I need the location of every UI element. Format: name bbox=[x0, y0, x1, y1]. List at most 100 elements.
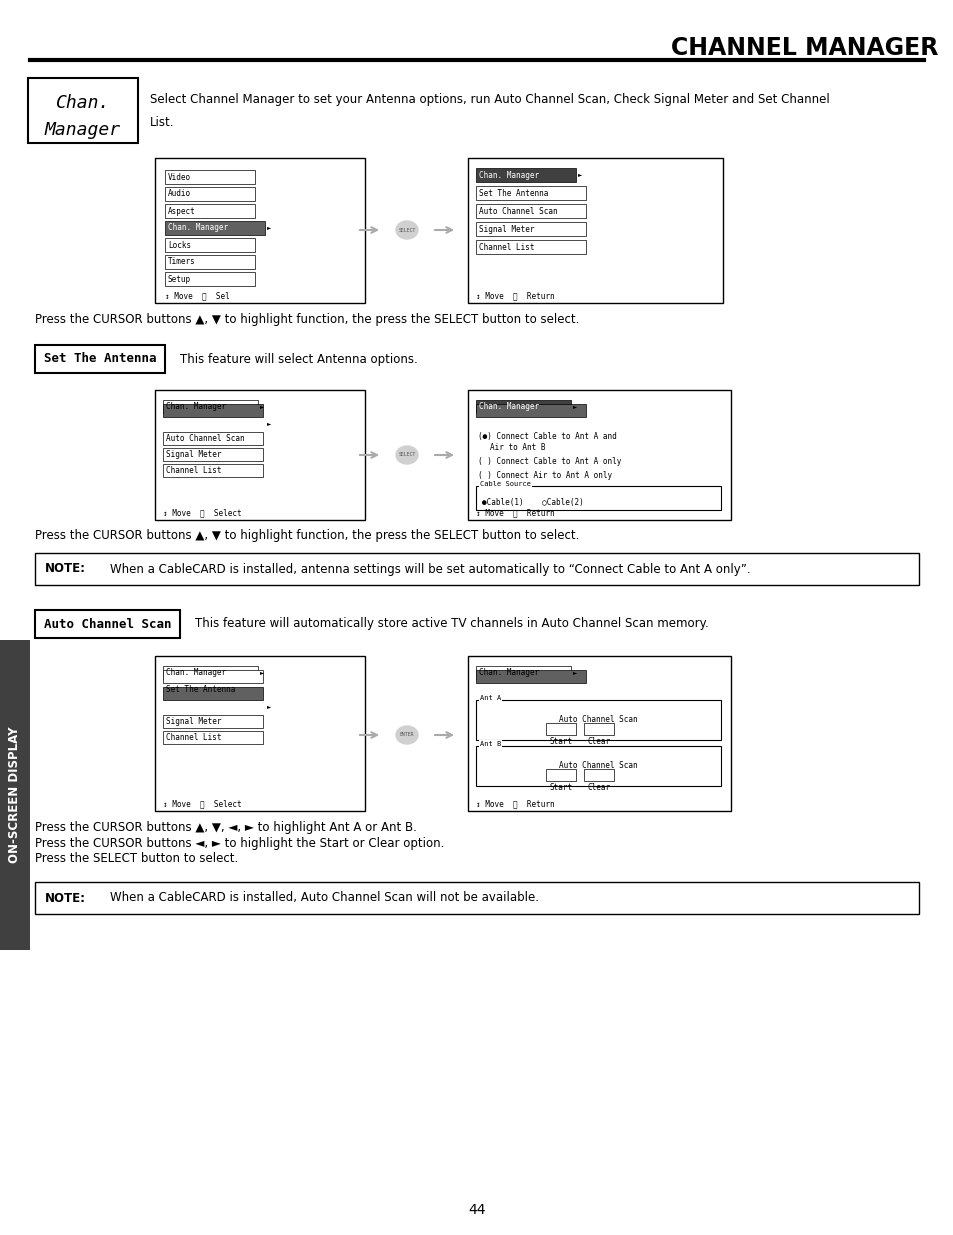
Text: Chan. Manager: Chan. Manager bbox=[168, 224, 228, 232]
Bar bbox=[476, 746, 720, 785]
Ellipse shape bbox=[395, 726, 417, 743]
Text: List.: List. bbox=[150, 116, 174, 128]
Bar bbox=[165, 238, 254, 252]
Text: Channel List: Channel List bbox=[166, 734, 221, 742]
Bar bbox=[0, 640, 30, 950]
Bar bbox=[545, 769, 576, 781]
Ellipse shape bbox=[395, 446, 417, 464]
Text: Set The Antenna: Set The Antenna bbox=[166, 419, 235, 429]
Bar bbox=[165, 221, 265, 235]
Text: ENTER: ENTER bbox=[399, 732, 414, 737]
Bar bbox=[163, 666, 257, 679]
Bar bbox=[476, 671, 585, 683]
Bar bbox=[476, 400, 571, 412]
Text: Auto Channel Scan: Auto Channel Scan bbox=[478, 206, 558, 215]
Text: Aspect: Aspect bbox=[168, 206, 195, 215]
Text: CHANNEL MANAGER: CHANNEL MANAGER bbox=[670, 36, 937, 61]
Text: Set The Antenna: Set The Antenna bbox=[44, 352, 156, 366]
Bar bbox=[163, 464, 263, 477]
Text: NOTE:: NOTE: bbox=[45, 892, 86, 904]
Bar bbox=[583, 722, 614, 735]
Text: ►: ► bbox=[267, 704, 271, 709]
Bar bbox=[163, 687, 263, 700]
Text: Chan. Manager: Chan. Manager bbox=[478, 668, 538, 677]
Text: ►: ► bbox=[260, 671, 264, 676]
Bar bbox=[476, 487, 720, 510]
Text: Channel List: Channel List bbox=[166, 466, 221, 475]
Bar bbox=[476, 240, 585, 254]
Text: Locks: Locks bbox=[168, 241, 191, 249]
Bar bbox=[163, 731, 263, 743]
Text: Auto Channel Scan: Auto Channel Scan bbox=[558, 715, 638, 725]
Text: ►: ► bbox=[573, 404, 577, 409]
Text: ●Cable(1)    ○Cable(2): ●Cable(1) ○Cable(2) bbox=[481, 498, 583, 506]
Text: Cable Source: Cable Source bbox=[479, 480, 531, 487]
Text: ↕ Move  Ⓢ  Sel: ↕ Move Ⓢ Sel bbox=[165, 291, 230, 300]
Text: Press the SELECT button to select.: Press the SELECT button to select. bbox=[35, 852, 238, 866]
Text: ( ) Connect Cable to Ant A only: ( ) Connect Cable to Ant A only bbox=[477, 457, 620, 467]
Bar bbox=[468, 656, 730, 811]
Text: ►: ► bbox=[260, 404, 264, 409]
Text: Air to Ant B: Air to Ant B bbox=[490, 443, 545, 452]
Text: ↕ Move  Ⓢ  Return: ↕ Move Ⓢ Return bbox=[476, 509, 554, 517]
Bar bbox=[28, 78, 138, 143]
Text: Set The Antenna: Set The Antenna bbox=[166, 685, 235, 694]
Text: ↕ Move  Ⓢ  Return: ↕ Move Ⓢ Return bbox=[476, 291, 554, 300]
Text: Auto Channel Scan: Auto Channel Scan bbox=[166, 701, 244, 711]
Bar bbox=[163, 671, 263, 683]
Text: Timers: Timers bbox=[168, 258, 195, 267]
Bar bbox=[35, 345, 165, 373]
Bar bbox=[154, 390, 365, 520]
Text: (●) Connect Cable to Ant A and: (●) Connect Cable to Ant A and bbox=[477, 431, 616, 441]
Bar bbox=[163, 448, 263, 461]
Bar bbox=[154, 656, 365, 811]
Text: ( ) Connect Air to Ant A only: ( ) Connect Air to Ant A only bbox=[477, 472, 612, 480]
Text: Press the CURSOR buttons ▲, ▼ to highlight function, the press the SELECT button: Press the CURSOR buttons ▲, ▼ to highlig… bbox=[35, 314, 578, 326]
Text: Signal Meter: Signal Meter bbox=[478, 225, 534, 233]
Bar bbox=[476, 204, 585, 219]
Text: Press the CURSOR buttons ▲, ▼ to highlight function, the press the SELECT button: Press the CURSOR buttons ▲, ▼ to highlig… bbox=[35, 529, 578, 541]
Text: Select Channel Manager to set your Antenna options, run Auto Channel Scan, Check: Select Channel Manager to set your Anten… bbox=[150, 94, 829, 106]
Bar bbox=[165, 204, 254, 219]
Text: Chan. Manager: Chan. Manager bbox=[478, 170, 538, 179]
Bar bbox=[476, 186, 585, 200]
Text: Audio: Audio bbox=[168, 189, 191, 199]
Text: ↕ Move  Ⓢ  Select: ↕ Move Ⓢ Select bbox=[163, 799, 241, 809]
Text: Start: Start bbox=[549, 736, 572, 746]
Text: Video: Video bbox=[168, 173, 191, 182]
Bar bbox=[163, 400, 257, 412]
Bar bbox=[35, 610, 180, 638]
Bar bbox=[163, 432, 263, 445]
Text: Auto Channel Scan: Auto Channel Scan bbox=[478, 685, 558, 694]
Text: ►: ► bbox=[267, 226, 271, 231]
Text: Signal Meter: Signal Meter bbox=[166, 718, 221, 726]
Text: ↕ Move  Ⓢ  Select: ↕ Move Ⓢ Select bbox=[163, 509, 241, 517]
Bar bbox=[476, 666, 571, 679]
Text: Auto Channel Scan: Auto Channel Scan bbox=[558, 762, 638, 771]
Bar bbox=[35, 553, 918, 585]
Text: Auto Channel Scan: Auto Channel Scan bbox=[166, 433, 244, 443]
Text: Chan.: Chan. bbox=[56, 94, 111, 112]
Bar bbox=[165, 254, 254, 269]
Text: ↕ Move  Ⓢ  Return: ↕ Move Ⓢ Return bbox=[476, 799, 554, 809]
Text: ►: ► bbox=[589, 421, 594, 426]
Text: Signal Meter: Signal Meter bbox=[166, 450, 221, 459]
Text: Manager: Manager bbox=[45, 121, 121, 140]
Bar bbox=[476, 222, 585, 236]
Bar bbox=[545, 722, 576, 735]
Text: SELECT: SELECT bbox=[398, 227, 416, 232]
Bar bbox=[476, 700, 720, 740]
Text: Auto Channel Scan: Auto Channel Scan bbox=[44, 618, 172, 631]
Bar bbox=[165, 272, 254, 287]
Bar bbox=[165, 170, 254, 184]
Bar bbox=[476, 404, 585, 417]
Text: Start: Start bbox=[549, 783, 572, 792]
Text: When a CableCARD is installed, Auto Channel Scan will not be available.: When a CableCARD is installed, Auto Chan… bbox=[110, 892, 538, 904]
Text: NOTE:: NOTE: bbox=[45, 562, 86, 576]
Text: Press the CURSOR buttons ▲, ▼, ◄, ► to highlight Ant A or Ant B.: Press the CURSOR buttons ▲, ▼, ◄, ► to h… bbox=[35, 820, 416, 834]
Bar bbox=[163, 715, 263, 727]
Bar bbox=[165, 186, 254, 201]
Text: Ant A: Ant A bbox=[479, 695, 500, 701]
Bar bbox=[154, 158, 365, 303]
Bar bbox=[468, 158, 722, 303]
